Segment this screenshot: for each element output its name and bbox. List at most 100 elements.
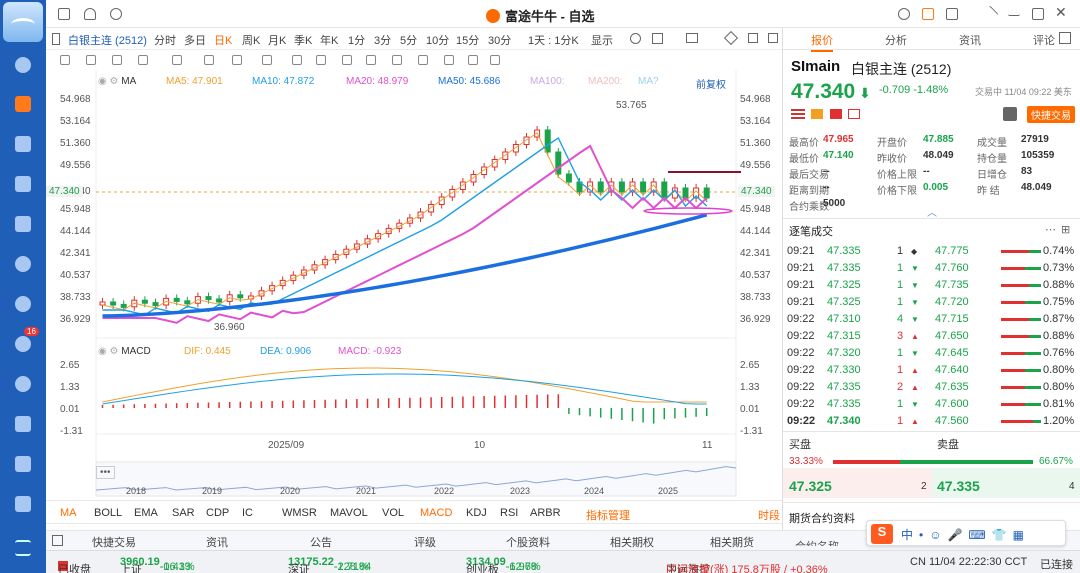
menu-icon[interactable]	[11, 536, 35, 560]
chart-area[interactable]: ◉ ⚙ MA MA5: 47.901 MA10: 47.872 MA20: 48…	[46, 70, 782, 500]
bottom-tab-4[interactable]: 个股资料	[506, 537, 550, 549]
period-tab-0[interactable]: 分时	[154, 35, 176, 47]
restore-icon[interactable]	[1032, 8, 1044, 20]
sh-index[interactable]: 上证 3960.19 -16.33 -0.41%	[120, 556, 195, 573]
watchlist-chart-icon[interactable]	[11, 92, 35, 116]
period-tab-5[interactable]: 季K	[294, 35, 313, 47]
quote-tab-1[interactable]: 分析	[885, 35, 907, 47]
symbol-label[interactable]: 白银主连 (2512)	[68, 35, 147, 47]
period-tab-12[interactable]: 30分	[488, 35, 512, 47]
cy-index[interactable]: 创业板 3134.09 -62.78 -1.96%	[466, 556, 541, 573]
panel-toggle-icon[interactable]	[52, 535, 63, 546]
ime-tools-icon[interactable]: 中•☺🎤⌨👕▦	[901, 528, 1030, 542]
period-tab-1[interactable]: 多日	[184, 35, 206, 47]
news-icon[interactable]	[11, 172, 35, 196]
fib-tool-icon[interactable]	[172, 55, 182, 65]
bottom-tab-6[interactable]: 相关期货	[710, 537, 754, 549]
period-tab-2[interactable]: 日K	[214, 35, 233, 47]
search-icon[interactable]	[110, 8, 122, 20]
period-tab-7[interactable]: 1分	[348, 35, 366, 47]
list-icon[interactable]	[768, 33, 778, 43]
indicator-7[interactable]: MAVOL	[330, 507, 368, 519]
period-tab-10[interactable]: 10分	[426, 35, 450, 47]
shape-tool-icon[interactable]	[204, 55, 214, 65]
quote-tab-0[interactable]: 报价	[811, 32, 833, 52]
link-icon[interactable]	[444, 55, 454, 65]
bottom-tab-1[interactable]: 资讯	[206, 537, 228, 549]
user-icon[interactable]	[11, 53, 35, 77]
lock-icon[interactable]	[392, 55, 402, 65]
filter-icon[interactable]	[11, 212, 35, 236]
indicator-4[interactable]: CDP	[206, 507, 230, 519]
move-icon[interactable]	[60, 55, 70, 65]
period-tab-9[interactable]: 5分	[400, 35, 418, 47]
shrink-icon[interactable]	[981, 5, 999, 23]
alert-icon[interactable]	[1003, 107, 1017, 121]
quick-trade-button[interactable]: 快捷交易	[1027, 106, 1075, 123]
zone-icon[interactable]	[11, 292, 35, 316]
game-icon[interactable]	[11, 412, 35, 436]
eye-icon[interactable]	[418, 55, 428, 65]
bid-price[interactable]: 47.325	[789, 478, 832, 494]
layout-icon[interactable]	[58, 8, 70, 20]
adjust-toggle[interactable]: 前复权	[696, 80, 726, 91]
settings-icon[interactable]	[630, 33, 641, 44]
range-select[interactable]: 1天 : 1分K	[528, 35, 579, 47]
ime-logo-icon[interactable]: S	[871, 524, 893, 544]
expand-chevron-icon[interactable]: ︿	[927, 208, 937, 219]
undo-icon[interactable]	[316, 55, 326, 65]
indicator-11[interactable]: RSI	[500, 507, 519, 519]
quote-tab-2[interactable]: 资讯	[959, 35, 981, 47]
indicator-3[interactable]: SAR	[172, 507, 195, 519]
indicator-2[interactable]: EMA	[134, 507, 158, 519]
indicator-9[interactable]: MACD	[420, 507, 453, 519]
minimize-icon[interactable]	[1008, 8, 1020, 16]
ime-toolbar[interactable]: S 中•☺🎤⌨👕▦	[866, 520, 1066, 546]
heart-icon[interactable]	[848, 109, 861, 119]
indicator-manage-button[interactable]: 指标管理	[586, 510, 630, 522]
delete-icon[interactable]	[490, 55, 500, 65]
collapse-icon[interactable]	[52, 33, 60, 45]
message-icon[interactable]	[11, 332, 35, 356]
document-icon[interactable]	[11, 492, 35, 516]
camera-icon[interactable]	[686, 33, 698, 43]
magnet-icon[interactable]	[366, 55, 376, 65]
ruler-icon[interactable]	[468, 55, 478, 65]
trend-icon[interactable]	[11, 132, 35, 156]
indicator-0[interactable]: MA	[60, 507, 77, 519]
headset-icon[interactable]	[898, 8, 910, 20]
bottom-tab-2[interactable]: 公告	[310, 537, 332, 549]
line-tool-icon[interactable]	[86, 55, 96, 65]
expand-icon[interactable]	[748, 33, 758, 43]
quote-tab-3[interactable]: 评论	[1033, 35, 1055, 47]
pencil-icon[interactable]	[723, 30, 739, 46]
panel-settings-icon[interactable]	[1059, 32, 1071, 44]
bottom-tab-0[interactable]: 快捷交易	[92, 537, 136, 549]
bag-icon[interactable]	[922, 8, 934, 20]
code-icon[interactable]	[11, 452, 35, 476]
period-tab-8[interactable]: 3分	[374, 35, 392, 47]
moomoo-icon[interactable]	[11, 372, 35, 396]
ticks-expand-icon[interactable]: ⊞	[1061, 224, 1071, 236]
shirt-icon[interactable]	[946, 8, 958, 20]
bottom-tab-3[interactable]: 评级	[414, 537, 436, 549]
display-select[interactable]: 显示	[591, 35, 613, 47]
session-button[interactable]: 时段	[758, 510, 780, 522]
text-tool-icon[interactable]	[292, 55, 302, 65]
arrow-tool-icon[interactable]	[232, 55, 242, 65]
channel-tool-icon[interactable]	[262, 55, 272, 65]
period-tab-6[interactable]: 年K	[320, 35, 339, 47]
bottom-tab-5[interactable]: 相关期权	[610, 537, 654, 549]
more-icon[interactable]: ⋯	[1045, 224, 1056, 236]
indicator-12[interactable]: ARBR	[530, 507, 561, 519]
period-tab-11[interactable]: 15分	[456, 35, 480, 47]
redo-icon[interactable]	[342, 55, 352, 65]
overview-more-icon[interactable]: •••	[96, 466, 115, 479]
ray-tool-icon[interactable]	[112, 55, 122, 65]
pie-icon[interactable]	[11, 252, 35, 276]
period-tab-3[interactable]: 周K	[242, 35, 261, 47]
indicator-8[interactable]: VOL	[382, 507, 405, 519]
indicator-6[interactable]: WMSR	[282, 507, 317, 519]
parallel-tool-icon[interactable]	[138, 55, 148, 65]
indicator-10[interactable]: KDJ	[466, 507, 487, 519]
